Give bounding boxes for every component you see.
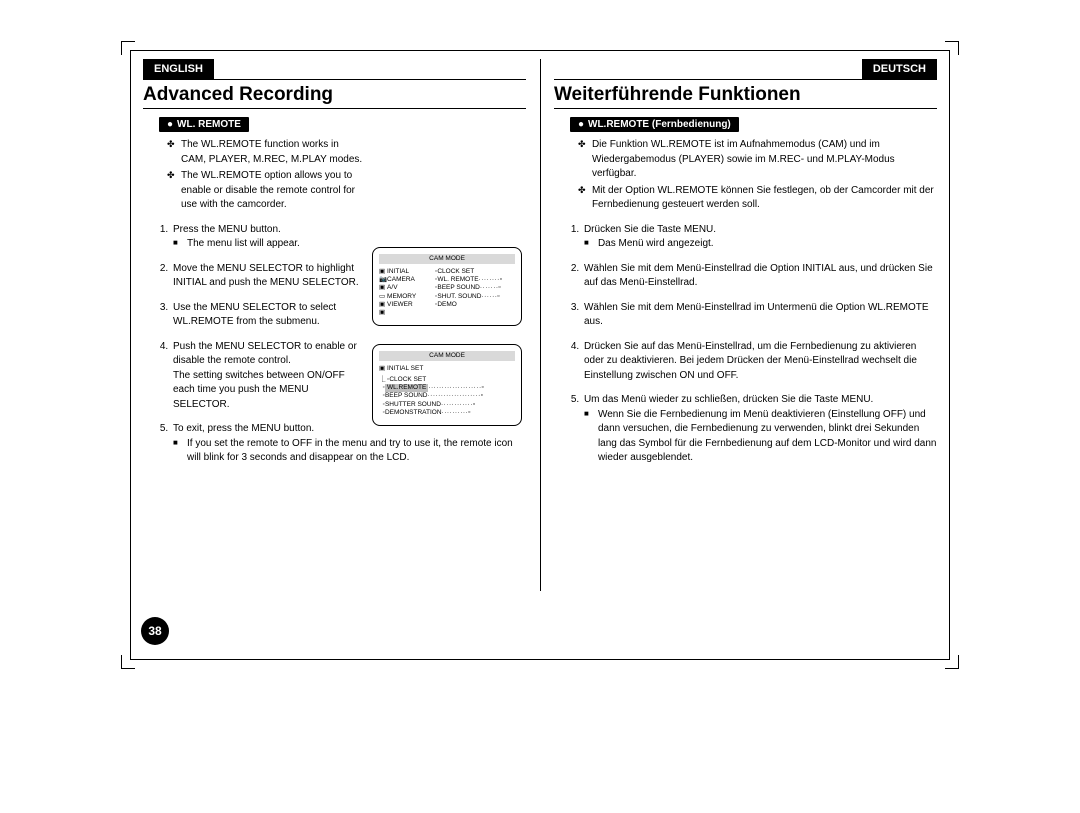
intro-list: The WL.REMOTE function works in CAM, PLA… [143, 138, 526, 213]
menu-left-item: CAMERA [387, 276, 415, 284]
english-column: ENGLISH Advanced Recording ●WL. REMOTE T… [143, 59, 532, 476]
step-item: Press the MENU button. The menu list wil… [171, 223, 366, 252]
cropmark [945, 655, 959, 669]
menu-right-item: CLOCK SET [437, 268, 474, 276]
step-item: Drücken Sie auf das Menü-Einstellrad, um… [582, 340, 937, 384]
feature-heading: ●WL.REMOTE (Fernbedienung) [570, 117, 739, 132]
section-title: Weiterführende Funktionen [554, 80, 937, 109]
step-text: To exit, press the MENU button. [173, 423, 314, 434]
manual-page: ENGLISH Advanced Recording ●WL. REMOTE T… [130, 50, 950, 660]
step-item: Move the MENU SELECTOR to highlight INIT… [171, 262, 366, 291]
step-item: Use the MENU SELECTOR to select WL.REMOT… [171, 301, 366, 330]
step-text: Push the MENU SELECTOR to enable or disa… [173, 341, 357, 410]
step-item: Push the MENU SELECTOR to enable or disa… [171, 340, 366, 413]
menu-heading: INITIAL SET [387, 365, 423, 373]
menu-item: DEMONSTRATION [385, 409, 442, 417]
column-divider [540, 59, 541, 591]
menu-left-item: A/V [387, 284, 397, 292]
intro-item: The WL.REMOTE function works in CAM, PLA… [181, 138, 366, 167]
step-text: Drücken Sie die Taste MENU. [584, 224, 716, 235]
menu-left-item: INITIAL [387, 268, 409, 276]
menu-title: CAM MODE [379, 254, 515, 264]
deutsch-column: DEUTSCH Weiterführende Funktionen ●WL.RE… [548, 59, 937, 476]
menu-item: SHUTTER SOUND [385, 401, 441, 409]
feature-label: WL. REMOTE [177, 119, 241, 130]
feature-heading: ●WL. REMOTE [159, 117, 249, 132]
step-item: Um das Menü wieder zu schließen, drücken… [582, 393, 937, 466]
menu-screenshots: CAM MODE ▣INITIAL 📷CAMERA ▣A/V ▭MEMORY ▣… [372, 247, 522, 444]
step-sub: The menu list will appear. [187, 237, 366, 252]
step-item: Drücken Sie die Taste MENU. Das Menü wir… [582, 223, 937, 252]
menu-title: CAM MODE [379, 351, 515, 361]
menu-item: CLOCK SET [389, 376, 426, 384]
step-sub: Das Menü wird angezeigt. [598, 237, 937, 252]
menu-right-item: WL. REMOTE [437, 276, 478, 284]
language-tab-deutsch: DEUTSCH [862, 59, 937, 79]
step-item: Wählen Sie mit dem Menü-Einstellrad im U… [582, 301, 937, 330]
cropmark [121, 41, 135, 55]
step-text: Um das Menü wieder zu schließen, drücken… [584, 394, 873, 405]
menu-item-selected: WL.REMOTE [385, 384, 428, 392]
menu-screenshot-2: CAM MODE ▣INITIAL SET ⎿◦ CLOCK SET ◦ WL.… [372, 344, 522, 426]
cropmark [121, 655, 135, 669]
menu-left-item: VIEWER [387, 301, 413, 309]
intro-item: Mit der Option WL.REMOTE können Sie fest… [592, 184, 937, 213]
section-title: Advanced Recording [143, 80, 526, 109]
step-sub: Wenn Sie die Fernbedienung im Menü deakt… [598, 408, 937, 466]
menu-right-item: SHUT. SOUND [437, 293, 481, 301]
intro-item: Die Funktion WL.REMOTE ist im Aufnahmemo… [592, 138, 937, 182]
intro-list: Die Funktion WL.REMOTE ist im Aufnahmemo… [554, 138, 937, 213]
step-text: Press the MENU button. [173, 224, 281, 235]
menu-left-item: MEMORY [387, 293, 416, 301]
language-tab-english: ENGLISH [143, 59, 214, 79]
menu-right-item: DEMO [437, 301, 457, 309]
steps-list: Drücken Sie die Taste MENU. Das Menü wir… [554, 223, 937, 466]
menu-screenshot-1: CAM MODE ▣INITIAL 📷CAMERA ▣A/V ▭MEMORY ▣… [372, 247, 522, 326]
feature-label: WL.REMOTE (Fernbedienung) [588, 119, 731, 130]
menu-item: BEEP SOUND [385, 392, 428, 400]
page-number: 38 [141, 617, 169, 645]
intro-item: The WL.REMOTE option allows you to enabl… [181, 169, 366, 213]
menu-right-item: BEEP SOUND [437, 284, 480, 292]
step-item: Wählen Sie mit dem Menü-Einstellrad die … [582, 262, 937, 291]
cropmark [945, 41, 959, 55]
